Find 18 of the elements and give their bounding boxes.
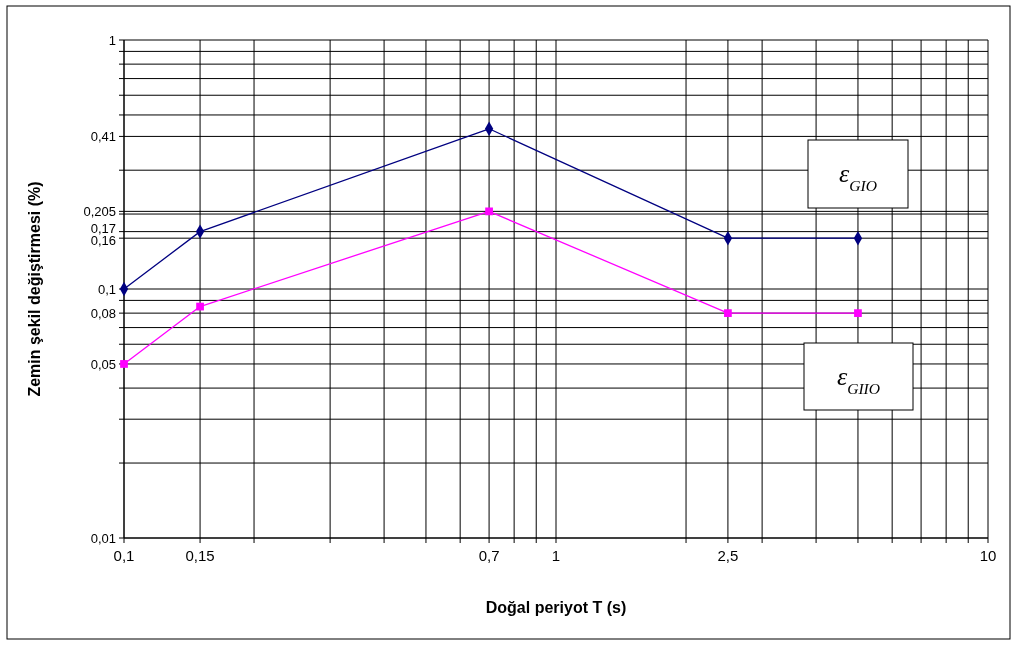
x-tick-label: 0,1 — [113, 547, 135, 564]
y-axis-title: Zemin şekil değiştirmesi (%) — [26, 181, 43, 397]
y-tick-label: 0,41 — [90, 128, 116, 144]
x-tick-label: 2,5 — [717, 547, 739, 564]
y-tick-label: 0,05 — [90, 356, 116, 372]
series-label: ε$_{GIO}$ — [839, 159, 877, 194]
y-tick-label: 0,1 — [97, 281, 116, 297]
x-axis-title: Doğal periyot T (s) — [485, 599, 627, 616]
x-tick-label: 0,7 — [478, 547, 500, 564]
y-tick-label: 0,205 — [83, 203, 116, 219]
y-tick-label: 1 — [108, 32, 116, 48]
y-tick-label: 0,17 — [90, 221, 116, 237]
x-tick-label: 1 — [551, 547, 561, 564]
x-tick-label: 0,15 — [185, 547, 215, 564]
y-tick-label: 0,01 — [90, 530, 116, 546]
y-tick-label: 0,08 — [90, 305, 116, 321]
series-label: ε$_{GIIO}$ — [836, 361, 881, 396]
x-tick-label: 10 — [979, 547, 997, 564]
